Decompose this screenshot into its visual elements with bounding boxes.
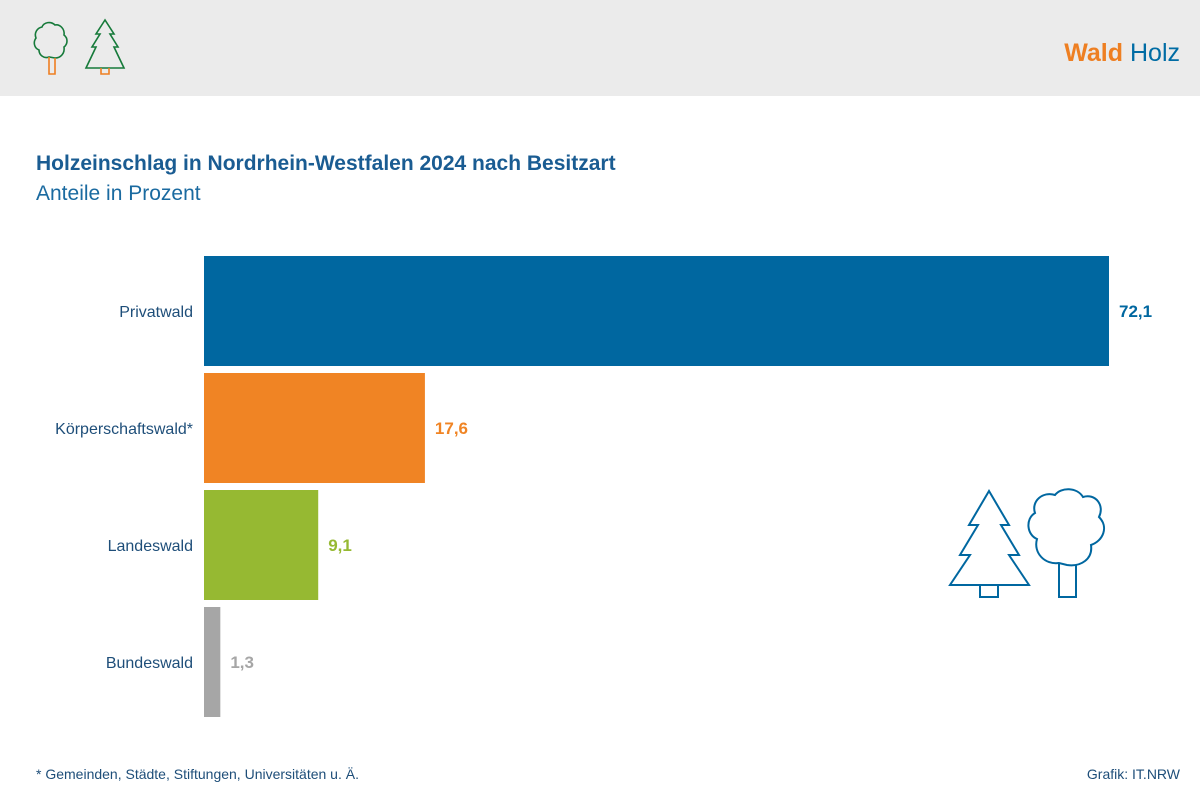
conifer-tree-icon bbox=[948, 489, 1031, 598]
chart-subtitle: Anteile in Prozent bbox=[36, 182, 201, 205]
footnote: * Gemeinden, Städte, Stiftungen, Univers… bbox=[36, 766, 359, 782]
value-label-2: 9,1 bbox=[328, 536, 352, 555]
bar-2 bbox=[204, 490, 319, 600]
brand-logo: Wald Holz bbox=[1064, 38, 1180, 68]
bar-1 bbox=[204, 373, 425, 483]
brand-primary: Wald bbox=[1064, 39, 1124, 67]
chart-title: Holzeinschlag in Nordrhein-Westfalen 202… bbox=[36, 152, 616, 175]
deciduous-tree-icon bbox=[1027, 488, 1106, 598]
bar-chart: Privatwald 72,1 Körperschaftswald* 17,6 Land… bbox=[55, 256, 1152, 717]
bar-0 bbox=[204, 256, 1109, 366]
header-bar: Wald Holz bbox=[0, 0, 1200, 96]
category-label-1: Körperschaftswald* bbox=[55, 421, 193, 438]
header-tree-icons bbox=[33, 18, 126, 75]
value-label-0: 72,1 bbox=[1119, 302, 1152, 321]
bar-3 bbox=[204, 607, 221, 717]
category-label-0: Privatwald bbox=[119, 304, 193, 321]
decorative-trees-icon bbox=[948, 488, 1106, 598]
source-credit: Grafik: IT.NRW bbox=[1086, 766, 1180, 782]
category-label-2: Landeswald bbox=[108, 538, 193, 555]
conifer-tree-icon bbox=[84, 18, 126, 75]
value-label-1: 17,6 bbox=[435, 419, 468, 438]
category-label-3: Bundeswald bbox=[106, 655, 193, 672]
value-label-3: 1,3 bbox=[230, 653, 254, 672]
brand-secondary: Holz bbox=[1129, 39, 1180, 67]
deciduous-tree-icon bbox=[33, 21, 68, 75]
